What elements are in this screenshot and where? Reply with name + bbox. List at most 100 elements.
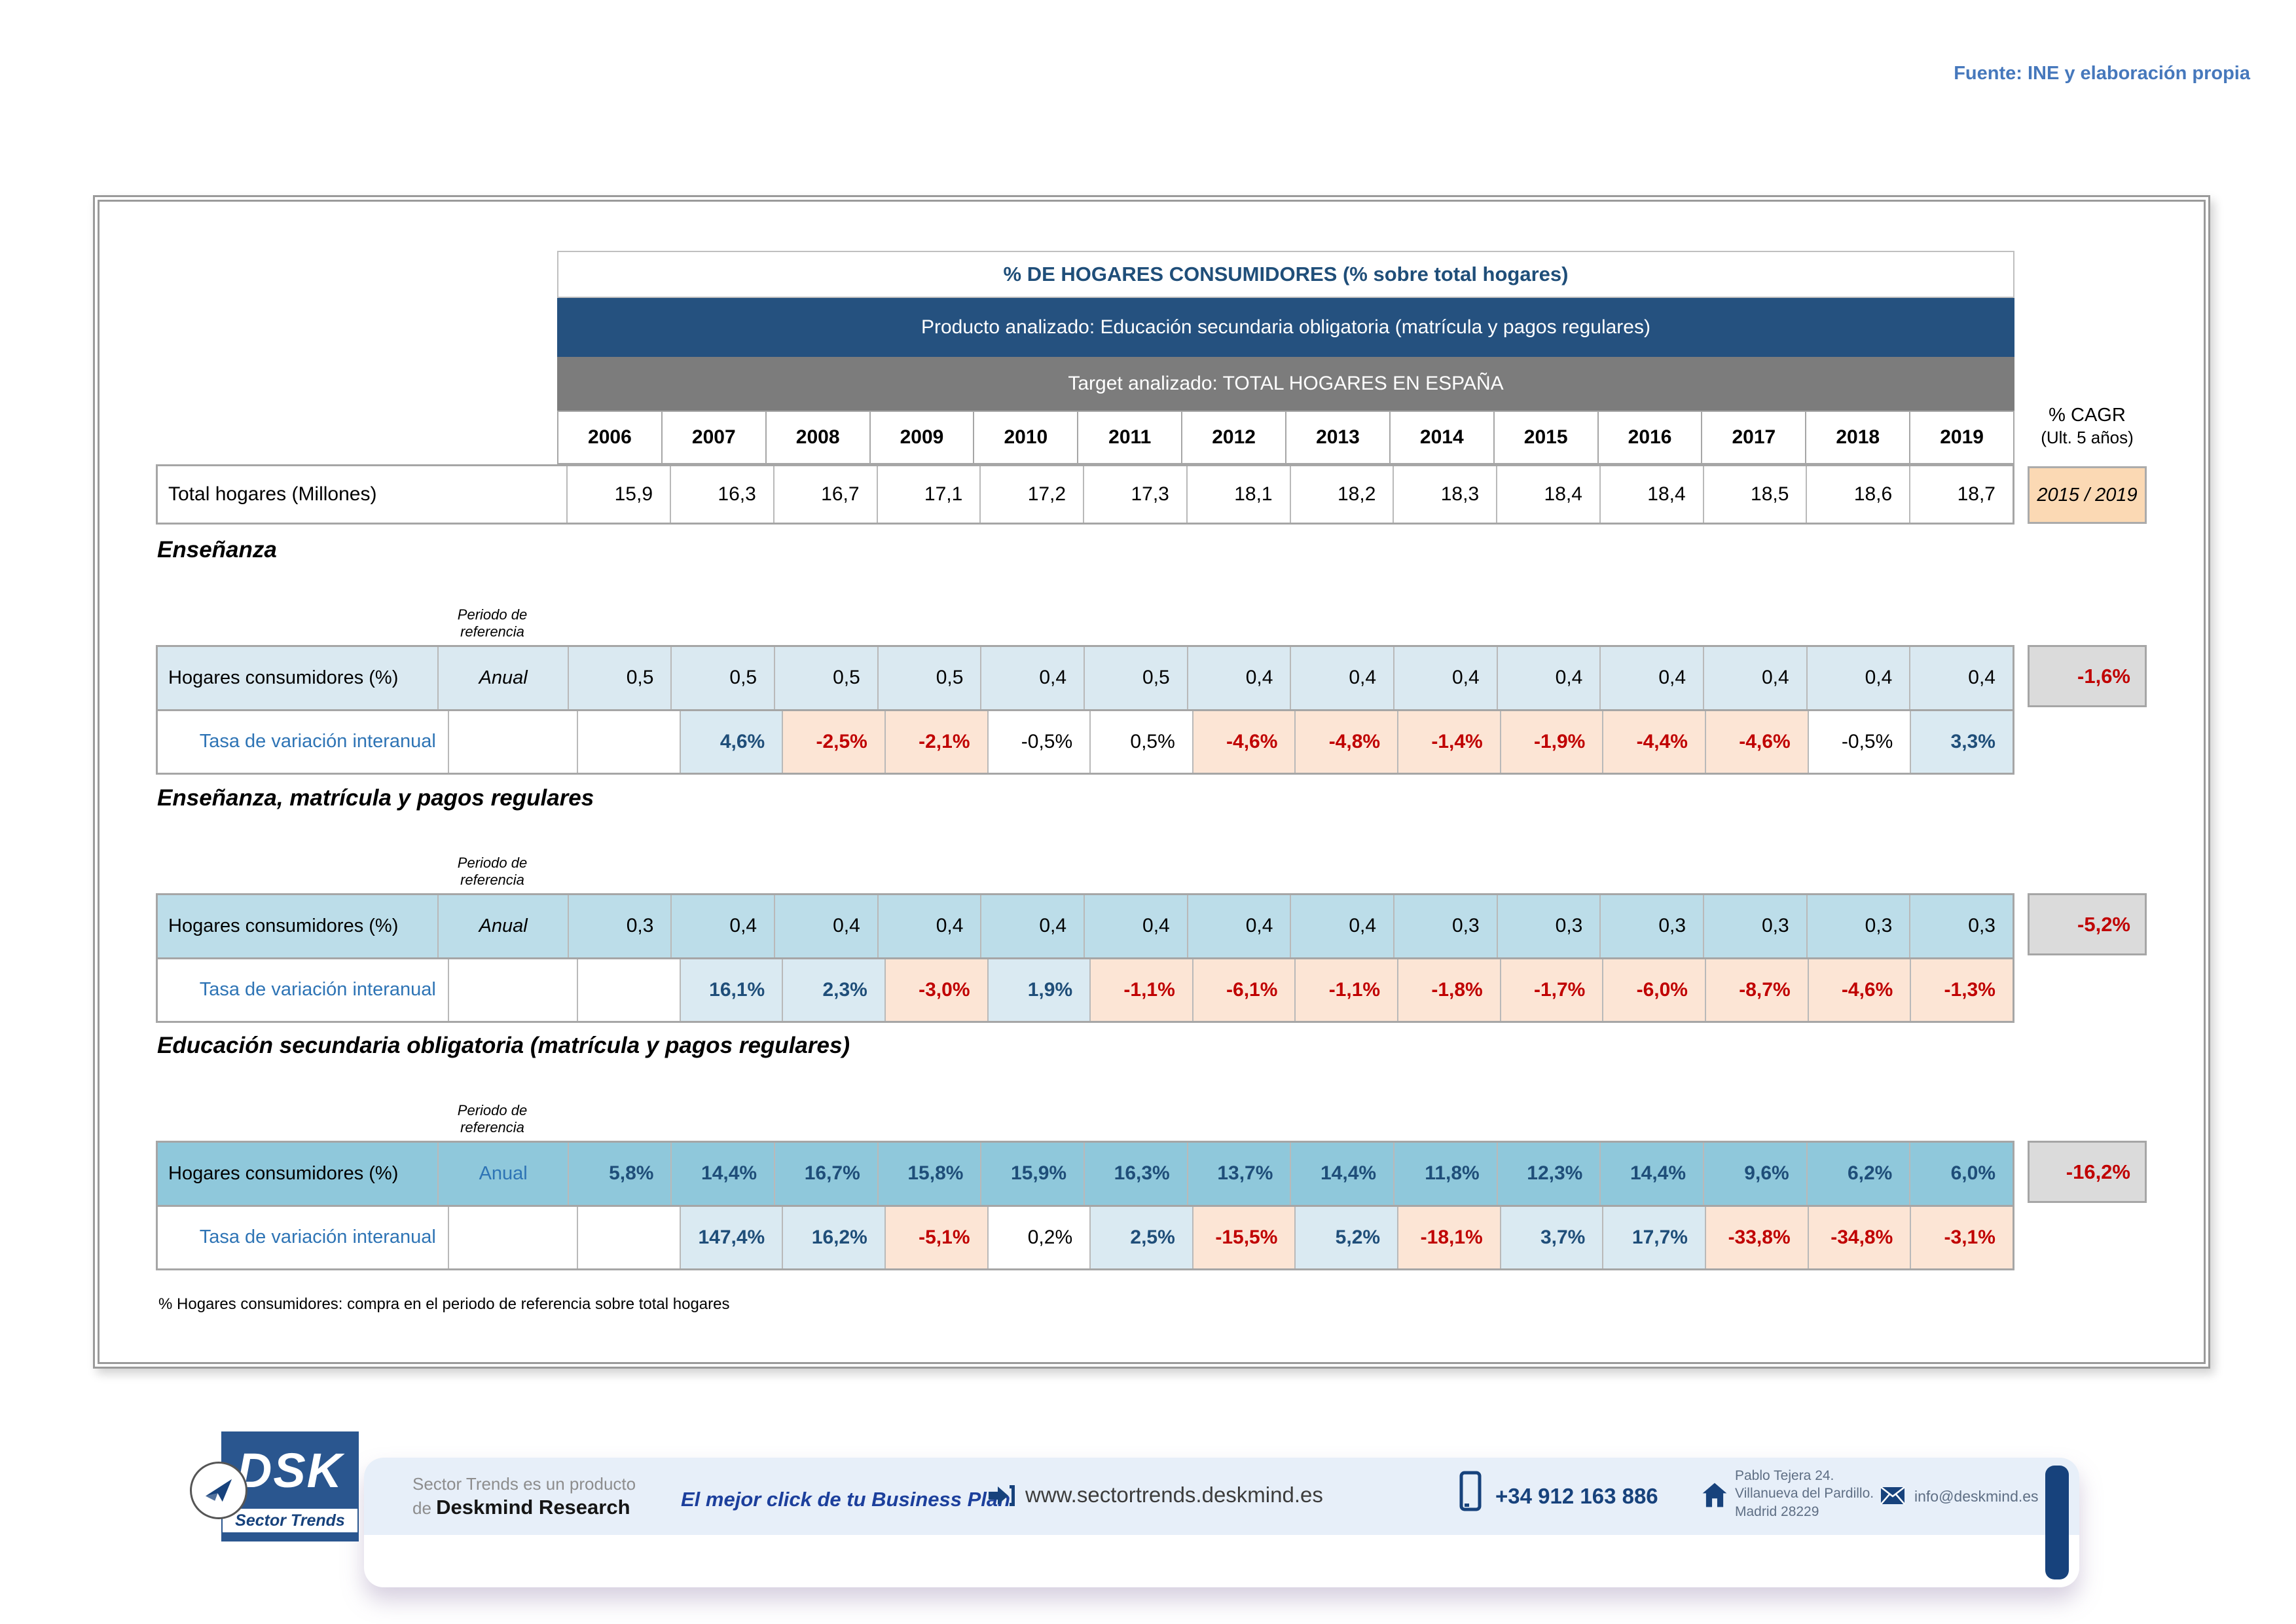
consumers-values: 5,8% 14,4% 16,7% 15,8% 15,9% 16,3% 13,7% 14,4% 1… xyxy=(567,1143,2013,1205)
consumers-values: 0,3 0,4 0,4 0,4 0,4 0,4 0,4 0,4 0,3 0,3 0,3 0,3 0,3 0… xyxy=(567,895,2013,957)
variation-value-cell: -1,3% xyxy=(1910,959,2013,1021)
consumers-value-cell: 0,3 xyxy=(1496,895,1600,957)
total-value-cell: 18,5 xyxy=(1702,466,1806,523)
consumers-value-cell: 12,3% xyxy=(1496,1143,1600,1205)
variation-value-cell: -4,6% xyxy=(1807,959,1910,1021)
address-line: Villanueva del Pardillo. xyxy=(1735,1486,1874,1502)
variation-value-cell: -0,5% xyxy=(1807,710,1910,773)
empty-cell xyxy=(447,1206,577,1268)
variation-value-cell: -2,1% xyxy=(884,710,987,773)
variation-value-cell: -3,1% xyxy=(1910,1206,2013,1268)
variation-value-cell: -6,0% xyxy=(1602,959,1705,1021)
consumers-value-cell: 0,4 xyxy=(1496,647,1600,709)
consumers-row-label: Hogares consumidores (%) xyxy=(158,647,438,709)
variation-value-cell: -15,5% xyxy=(1192,1206,1295,1268)
variation-value-cell: -4,6% xyxy=(1192,710,1295,773)
consumers-value-cell: 0,4 xyxy=(877,895,981,957)
section-table: Hogares consumidores (%) Anual 0,3 0,4 0,4… xyxy=(156,893,2014,1023)
consumers-value-cell: 13,7% xyxy=(1186,1143,1290,1205)
period-value-cell: Anual xyxy=(437,647,568,709)
variation-value-cell xyxy=(576,710,680,773)
consumers-value-cell: 15,9% xyxy=(980,1143,1084,1205)
year-header-cell: 2013 xyxy=(1285,412,1389,463)
footnote: % Hogares consumidores: compra en el per… xyxy=(158,1295,730,1313)
consumers-value-cell: 0,5 xyxy=(774,647,877,709)
website-link[interactable]: www.sectortrends.deskmind.es xyxy=(1025,1483,1323,1507)
variation-value-cell: 3,7% xyxy=(1499,1206,1603,1268)
year-header-cell: 2014 xyxy=(1389,412,1493,463)
phone-number: +34 912 163 886 xyxy=(1495,1484,1658,1508)
section-heading: Enseñanza, matrícula y pagos regulares xyxy=(157,785,594,811)
address: Pablo Tejera 24. Villanueva del Pardillo.… xyxy=(1735,1467,1874,1521)
variation-value-cell: -4,6% xyxy=(1704,710,1808,773)
empty-cell xyxy=(447,959,577,1021)
header-block: % DE HOGARES CONSUMIDORES (% sobre total… xyxy=(557,251,2014,411)
footer-slogan: El mejor click de tu Business Plan xyxy=(681,1488,1011,1511)
section-cagr-value: -5,2% xyxy=(2028,893,2147,955)
consumers-value-cell: 0,4 xyxy=(670,895,774,957)
email-link[interactable]: info@deskmind.es xyxy=(1914,1488,2039,1505)
variation-value-cell xyxy=(576,1206,680,1268)
variation-value-cell: -5,1% xyxy=(884,1206,987,1268)
variation-value-cell xyxy=(576,959,680,1021)
variation-value-cell: -0,5% xyxy=(987,710,1090,773)
variation-row-label: Tasa de variación interanual xyxy=(199,731,436,752)
variation-value-cell: 147,4% xyxy=(679,1206,782,1268)
consumers-row: Hogares consumidores (%) Anual 5,8% 14,4%… xyxy=(158,1143,2013,1205)
consumers-value-cell: 16,7% xyxy=(774,1143,877,1205)
variation-value-cell: -1,1% xyxy=(1294,959,1398,1021)
year-header-cell: 2019 xyxy=(1909,412,2013,463)
consumers-value-cell: 6,0% xyxy=(1909,1143,2013,1205)
consumers-value-cell: 0,4 xyxy=(1806,647,1910,709)
variation-value-cell: -2,5% xyxy=(782,710,884,773)
year-header-cell: 2009 xyxy=(869,412,974,463)
variation-value-cell: 16,1% xyxy=(679,959,782,1021)
consumers-value-cell: 6,2% xyxy=(1806,1143,1910,1205)
consumers-value-cell: 5,8% xyxy=(567,1143,671,1205)
year-header-cell: 2011 xyxy=(1077,412,1181,463)
consumers-value-cell: 16,3% xyxy=(1084,1143,1187,1205)
target-band: Target analizado: TOTAL HOGARES EN ESPAÑ… xyxy=(557,357,2014,411)
variation-value-cell: -34,8% xyxy=(1807,1206,1910,1268)
consumers-value-cell: 0,4 xyxy=(1290,895,1394,957)
variation-values: 16,1% 2,3% -3,0% 1,9% -1,1% -6,1% -1,1% -1,8% -1… xyxy=(576,959,2013,1021)
variation-value-cell: -1,7% xyxy=(1499,959,1603,1021)
variation-value-cell: 0,5% xyxy=(1089,710,1192,773)
consumers-values: 0,5 0,5 0,5 0,5 0,4 0,5 0,4 0,4 0,4 0,4 0,4 0,4 0,4 0… xyxy=(567,647,2013,709)
variation-value-cell: -4,4% xyxy=(1602,710,1705,773)
total-value-cell: 18,7 xyxy=(1909,466,2013,523)
consumers-value-cell: 0,3 xyxy=(1703,895,1806,957)
year-header-cell: 2017 xyxy=(1701,412,1805,463)
arrow-bracket-icon xyxy=(989,1485,1015,1506)
consumers-value-cell: 9,6% xyxy=(1703,1143,1806,1205)
producer-text: Sector Trends es un producto de Deskmind… xyxy=(412,1473,636,1520)
consumers-value-cell: 0,3 xyxy=(1909,895,2013,957)
section-table: Hogares consumidores (%) Anual 0,5 0,5 0,5… xyxy=(156,645,2014,775)
variation-value-cell: -6,1% xyxy=(1192,959,1295,1021)
consumers-value-cell: 11,8% xyxy=(1393,1143,1497,1205)
total-value-cell: 18,1 xyxy=(1186,466,1290,523)
address-line: Madrid 28229 xyxy=(1735,1504,1819,1519)
variation-value-cell: -1,8% xyxy=(1397,959,1500,1021)
variation-row: Tasa de variación interanual 16,1% 2,3% -3… xyxy=(158,957,2013,1021)
phone-icon xyxy=(1459,1471,1482,1511)
total-value-cell: 16,7 xyxy=(773,466,877,523)
cagr-header-subtitle: (Ult. 5 años) xyxy=(2041,428,2134,448)
consumers-value-cell: 0,5 xyxy=(1084,647,1187,709)
variation-values: 147,4% 16,2% -5,1% 0,2% 2,5% -15,5% 5,2% -18,1%… xyxy=(576,1206,2013,1268)
consumers-value-cell: 0,4 xyxy=(1703,647,1806,709)
year-header-cell: 2010 xyxy=(973,412,1077,463)
variation-row-label: Tasa de variación interanual xyxy=(199,1227,436,1248)
variation-value-cell: -4,8% xyxy=(1294,710,1398,773)
producer-line1: Sector Trends es un producto xyxy=(412,1474,636,1494)
period-value-cell: Anual xyxy=(437,1143,568,1205)
reference-period-label: Periodo de referencia xyxy=(457,606,528,640)
consumers-value-cell: 14,4% xyxy=(1599,1143,1704,1205)
variation-value-cell: 5,2% xyxy=(1294,1206,1398,1268)
section-cagr-value: -1,6% xyxy=(2028,645,2147,707)
year-header-cell: 2016 xyxy=(1597,412,1702,463)
variation-value-cell: -1,4% xyxy=(1397,710,1500,773)
consumers-value-cell: 0,4 xyxy=(980,647,1084,709)
cagr-period-cell: 2015 / 2019 xyxy=(2028,466,2147,524)
